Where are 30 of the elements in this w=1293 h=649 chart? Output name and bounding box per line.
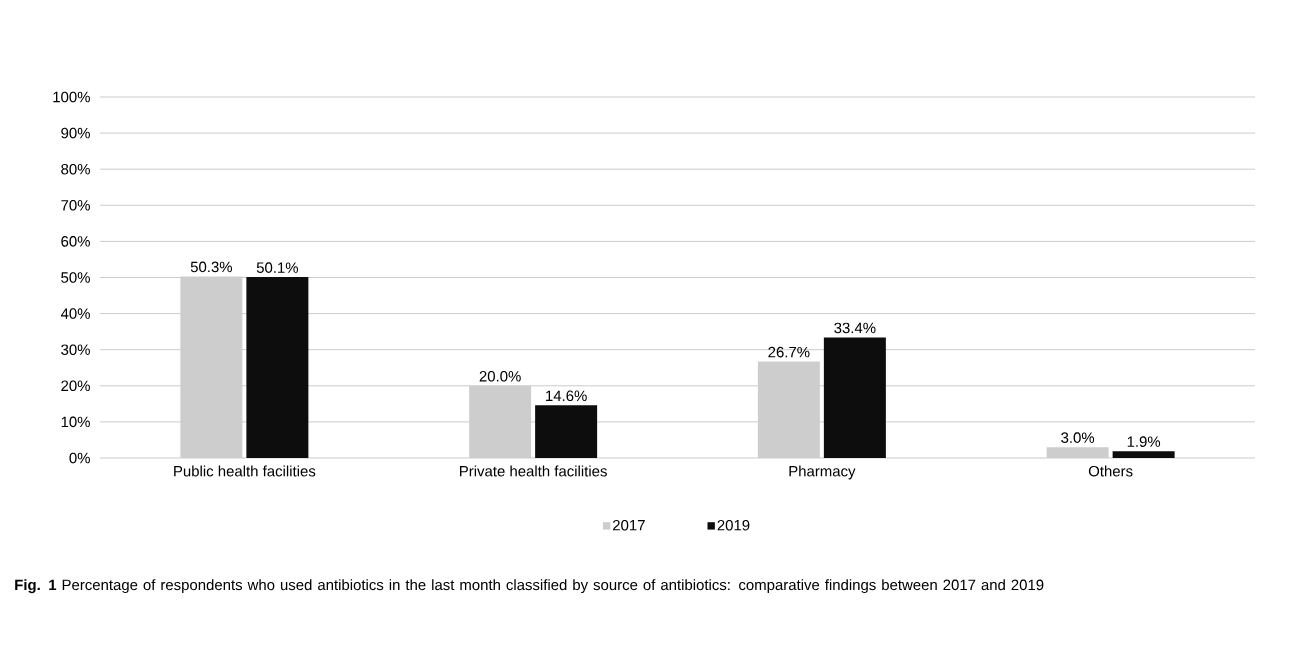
y-tick-label: 30%	[61, 344, 90, 355]
y-tick-label: 100%	[53, 91, 90, 103]
data-label: 3.0%	[1061, 432, 1095, 443]
bar	[1112, 451, 1175, 458]
y-tick-label: 60%	[61, 236, 90, 247]
y-tick-label: 70%	[61, 199, 90, 211]
y-tick-label: 80%	[61, 163, 90, 175]
data-label: 50.3%	[190, 261, 233, 273]
x-tick-label: Public health facilities	[174, 465, 316, 477]
data-label: 20.0%	[479, 371, 521, 382]
y-tick-label: 0%	[69, 452, 90, 464]
legend-label: 2017	[613, 519, 645, 531]
bar	[823, 337, 886, 458]
data-label: 33.4%	[834, 322, 876, 334]
bar	[246, 277, 309, 458]
legend-label: 2019	[717, 519, 750, 531]
text: Fig. 1 Percentage of respondents who used antibiotics in the last month classified by source of antibiotics: comparative findings between 2017 and 2019	[15, 579, 1044, 594]
y-tick-label: 40%	[60, 308, 90, 319]
x-tick-label: Private health facilities	[460, 465, 607, 477]
x-tick-label: Pharmacy	[789, 465, 856, 480]
y-tick-label: 90%	[61, 127, 90, 139]
data-label: 50.1%	[256, 262, 299, 273]
y-tick-label: 10%	[61, 416, 90, 428]
data-label: 1.9%	[1127, 436, 1161, 447]
data-label: 26.7%	[768, 346, 810, 358]
x-tick-label: Others	[1088, 465, 1133, 477]
y-tick-label: 50%	[61, 272, 90, 283]
y-tick-label: 20%	[61, 380, 90, 392]
bar	[535, 405, 598, 458]
data-label: 14.6%	[546, 390, 587, 402]
